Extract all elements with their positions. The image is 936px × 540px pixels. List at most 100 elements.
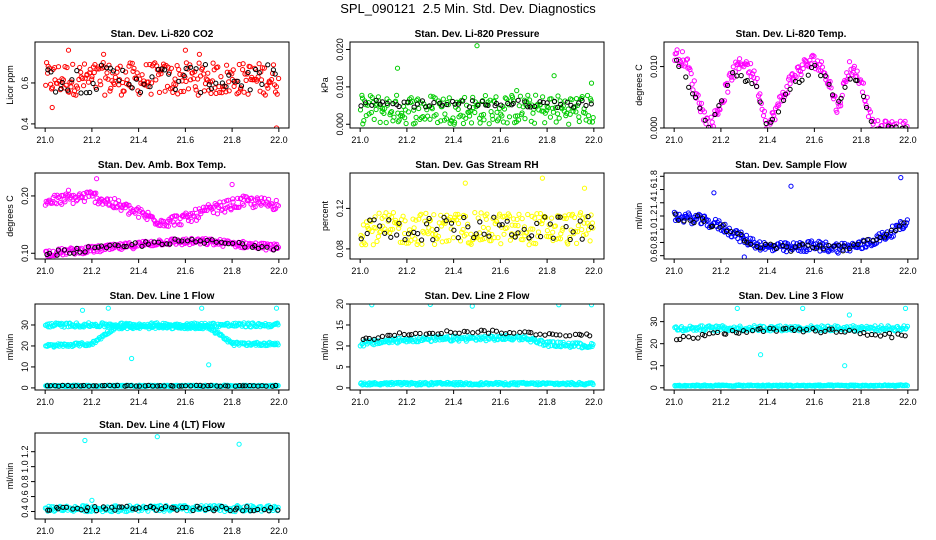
data-point-black xyxy=(451,227,457,233)
data-point-black xyxy=(877,126,883,128)
data-point-main xyxy=(449,217,455,223)
data-point-outlier xyxy=(105,305,111,311)
data-point-main xyxy=(210,60,216,66)
data-point-main xyxy=(218,74,224,80)
data-point-black xyxy=(517,329,523,335)
data-point-main xyxy=(176,67,182,73)
data-point-black xyxy=(430,237,436,243)
data-point-main xyxy=(580,215,586,221)
data-point-main xyxy=(514,216,520,222)
panel-title: Stan. Dev. Li-820 CO2 xyxy=(111,29,214,40)
data-point-black xyxy=(54,252,60,258)
data-point-main xyxy=(728,74,734,80)
x-tick-label: 22.0 xyxy=(270,266,288,276)
data-point-main xyxy=(737,56,743,62)
data-point-main xyxy=(443,116,450,122)
data-point-upper xyxy=(174,213,180,219)
data-point-main xyxy=(427,116,433,122)
data-point-outlier xyxy=(588,80,595,86)
data-point-upper xyxy=(106,202,112,208)
panel-6: Stan. Dev. Sample Flow 21.0 21.2 21.4 21.6 21… xyxy=(634,160,919,276)
data-point-main xyxy=(75,85,81,91)
data-point-black xyxy=(406,332,412,338)
data-point-main xyxy=(388,226,394,233)
data-point-main xyxy=(448,226,454,232)
data-point-outlier xyxy=(196,51,202,57)
data-point-main xyxy=(524,229,530,235)
data-point-main xyxy=(205,70,211,76)
data-point-main xyxy=(432,241,438,247)
data-point-black xyxy=(430,330,436,336)
data-point-black xyxy=(98,243,105,249)
data-point-upper xyxy=(195,215,202,221)
data-point-black xyxy=(153,507,159,513)
data-point-black xyxy=(826,243,832,249)
data-point-main xyxy=(493,94,499,100)
data-point-main xyxy=(530,226,536,232)
data-point-black xyxy=(226,72,232,78)
data-point-main xyxy=(262,92,268,98)
data-point-black xyxy=(371,217,377,223)
data-point-black xyxy=(188,383,194,389)
data-point-outlier xyxy=(65,47,72,53)
data-point-main xyxy=(545,234,552,240)
data-point-black xyxy=(826,326,832,332)
data-point-black xyxy=(830,92,836,98)
data-point-black xyxy=(155,66,161,72)
data-point-main xyxy=(477,120,483,126)
data-point-upper xyxy=(167,218,173,224)
data-point-black xyxy=(757,99,763,105)
data-point-black xyxy=(744,329,750,335)
x-tick-label: 21.6 xyxy=(492,266,510,276)
data-point-black xyxy=(214,383,220,389)
data-point-black xyxy=(528,330,534,336)
data-point-main xyxy=(481,111,487,118)
x-tick-label: 21.4 xyxy=(130,397,148,407)
data-point-main xyxy=(368,109,374,116)
y-tick-label: 1.0 xyxy=(649,223,659,236)
data-point-main xyxy=(838,103,844,109)
data-points xyxy=(42,176,282,259)
data-point-main xyxy=(797,68,804,75)
data-point-black xyxy=(576,100,582,106)
data-point-black xyxy=(674,57,680,63)
data-point-main xyxy=(79,75,86,82)
data-point-black xyxy=(899,125,905,128)
data-point-main xyxy=(710,123,716,128)
data-point-black xyxy=(204,237,210,243)
data-point-black xyxy=(405,99,411,105)
data-point-main xyxy=(468,241,474,247)
data-point-main xyxy=(188,77,194,83)
data-point-black xyxy=(166,71,172,77)
data-point-black xyxy=(872,332,879,338)
data-point-main xyxy=(196,60,202,66)
data-point-black xyxy=(450,98,456,105)
data-point-black xyxy=(116,78,122,84)
data-point-main xyxy=(452,119,458,125)
data-point-main xyxy=(503,96,509,102)
data-point-outlier xyxy=(89,497,95,503)
data-point-black xyxy=(396,220,402,226)
data-point-black xyxy=(769,116,776,123)
data-point-outlier xyxy=(206,362,212,368)
x-tick-label: 21.8 xyxy=(223,266,241,276)
data-point-black xyxy=(522,99,528,105)
data-point-black xyxy=(695,335,701,341)
data-point-main xyxy=(588,98,594,104)
data-point-main xyxy=(583,231,589,237)
data-point-black xyxy=(90,383,97,389)
data-point-black xyxy=(817,242,823,248)
data-point-main xyxy=(446,95,452,101)
data-point-main xyxy=(684,56,691,62)
data-point-black xyxy=(754,83,760,90)
data-point-black xyxy=(190,507,196,514)
data-point-main xyxy=(416,105,422,112)
data-point-black xyxy=(838,95,844,101)
x-tick-label: 21.4 xyxy=(130,135,148,145)
data-point-black xyxy=(206,82,212,88)
data-point-upper xyxy=(236,204,242,210)
data-point-black xyxy=(464,329,470,335)
x-tick-label: 21.2 xyxy=(398,266,416,276)
data-point-main xyxy=(468,120,475,126)
